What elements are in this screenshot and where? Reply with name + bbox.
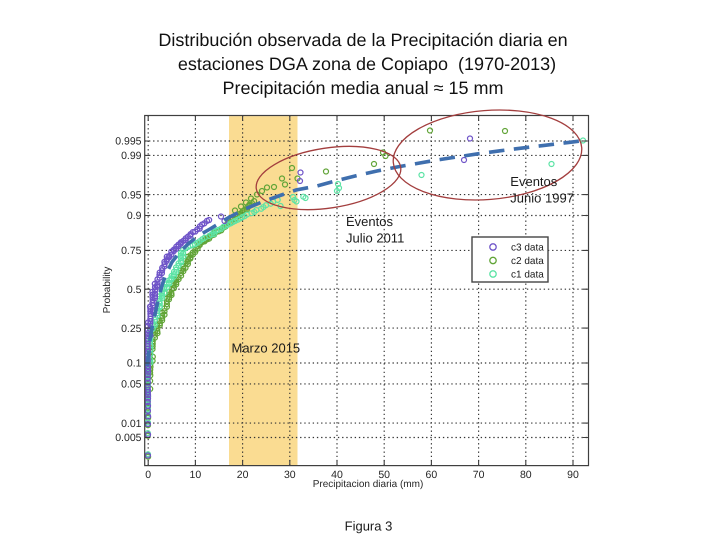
svg-text:90: 90: [567, 469, 579, 481]
svg-text:0.5: 0.5: [127, 284, 142, 296]
svg-text:0.1: 0.1: [127, 358, 142, 370]
svg-text:Junio 1997: Junio 1997: [510, 191, 574, 206]
svg-text:Eventos: Eventos: [346, 214, 393, 229]
svg-text:0.01: 0.01: [121, 418, 142, 430]
svg-text:20: 20: [237, 469, 249, 481]
svg-text:Julio 2011: Julio 2011: [346, 231, 404, 246]
svg-text:c2 data: c2 data: [511, 256, 544, 267]
svg-text:0.995: 0.995: [115, 136, 141, 148]
svg-text:Marzo 2015: Marzo 2015: [232, 341, 301, 356]
svg-text:80: 80: [520, 469, 532, 481]
svg-text:Precipitación media anual ≈ 15: Precipitación media anual ≈ 15 mm: [222, 78, 503, 98]
svg-text:60: 60: [426, 469, 438, 481]
svg-text:50: 50: [378, 469, 390, 481]
svg-text:c1 data: c1 data: [511, 270, 544, 281]
svg-text:40: 40: [331, 469, 343, 481]
svg-text:Figura 3: Figura 3: [345, 519, 393, 534]
svg-text:0.25: 0.25: [121, 323, 142, 335]
svg-text:70: 70: [473, 469, 485, 481]
svg-text:0.05: 0.05: [121, 379, 142, 391]
svg-text:Probability: Probability: [102, 267, 113, 314]
svg-text:0.005: 0.005: [115, 432, 141, 444]
svg-text:Distribución observada de la P: Distribución observada de la Precipitaci…: [158, 30, 567, 50]
svg-text:0.99: 0.99: [121, 150, 142, 162]
svg-text:0.75: 0.75: [121, 245, 142, 257]
svg-text:0.95: 0.95: [121, 189, 142, 201]
svg-text:0: 0: [145, 469, 151, 481]
svg-text:Eventos: Eventos: [510, 174, 557, 189]
svg-text:estaciones DGA zona de Copiapo: estaciones DGA zona de Copiapo (1970-201…: [178, 54, 556, 74]
svg-text:Precipitacion diaria (mm): Precipitacion diaria (mm): [313, 479, 424, 490]
svg-text:10: 10: [190, 469, 202, 481]
svg-text:c3 data: c3 data: [511, 243, 544, 254]
svg-text:30: 30: [284, 469, 296, 481]
svg-text:0.9: 0.9: [127, 210, 142, 222]
